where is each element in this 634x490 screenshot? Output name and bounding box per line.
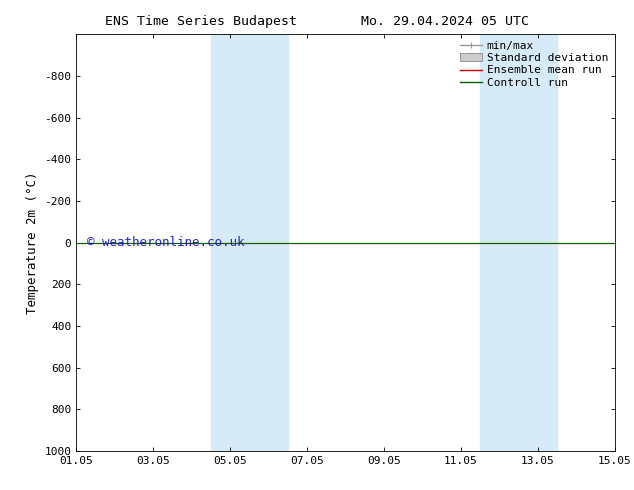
Y-axis label: Temperature 2m (°C): Temperature 2m (°C) — [25, 172, 39, 314]
Text: © weatheronline.co.uk: © weatheronline.co.uk — [87, 236, 244, 249]
Text: ENS Time Series Budapest        Mo. 29.04.2024 05 UTC: ENS Time Series Budapest Mo. 29.04.2024 … — [105, 15, 529, 28]
Bar — [480, 34, 557, 451]
Legend: min/max, Standard deviation, Ensemble mean run, Controll run: min/max, Standard deviation, Ensemble me… — [456, 37, 612, 92]
Bar — [210, 34, 288, 451]
